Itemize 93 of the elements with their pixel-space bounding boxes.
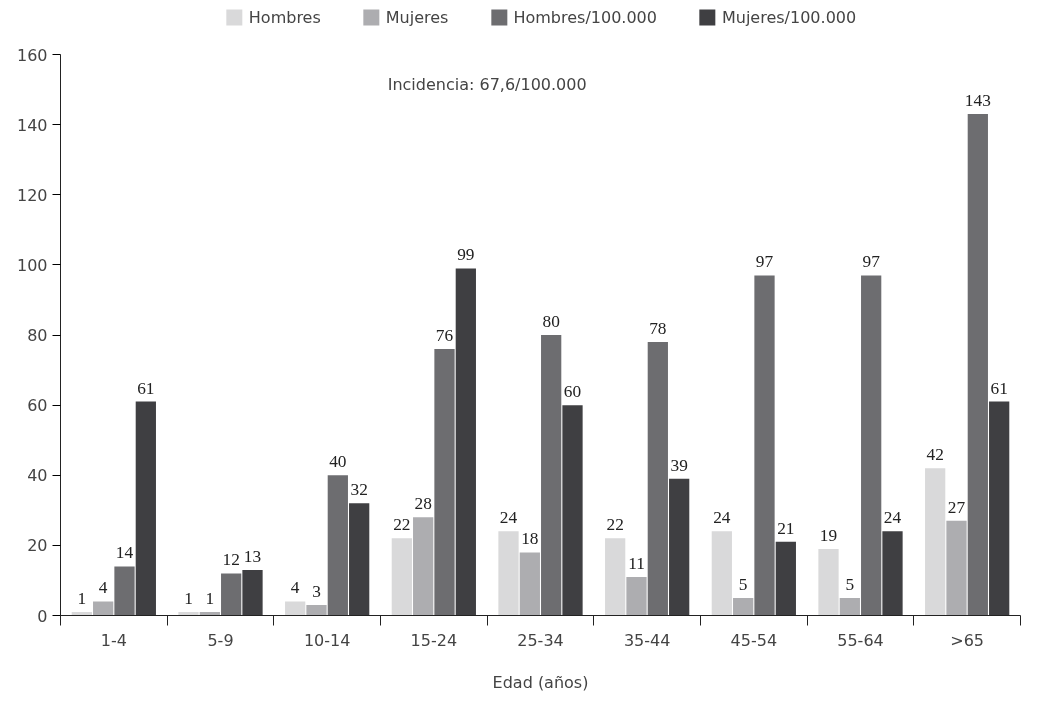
legend-label: Mujeres/100.000 (721, 7, 857, 27)
bar (498, 531, 519, 616)
bar (626, 576, 647, 616)
legend-label: Mujeres (385, 7, 449, 27)
annotation: Incidencia: 67,6/100.000 (387, 74, 587, 94)
bar (114, 566, 135, 616)
bar (135, 401, 156, 616)
data-label: 5 (738, 574, 748, 594)
x-tick-label: 55-64 (837, 630, 884, 650)
data-label: 3 (312, 581, 321, 601)
x-tick-label: 25-34 (517, 630, 564, 650)
bar (967, 114, 988, 616)
bar (818, 548, 839, 616)
y-tick-label: 0 (37, 606, 48, 626)
data-label: 22 (606, 515, 624, 535)
bar (455, 268, 476, 616)
data-label: 80 (542, 312, 560, 331)
y-tick-label: 80 (27, 326, 48, 345)
y-tick-label: 160 (16, 45, 48, 65)
bar (434, 349, 455, 616)
data-label: 4 (98, 578, 108, 598)
bar (989, 401, 1010, 616)
bar (349, 503, 370, 616)
bar (93, 601, 114, 616)
data-label: 13 (243, 546, 262, 566)
bar (242, 569, 263, 616)
y-tick-label: 120 (16, 185, 48, 205)
data-label: 24 (499, 508, 518, 528)
bar (562, 405, 583, 616)
bar (605, 538, 626, 616)
bar (391, 538, 412, 616)
x-tick-label: 15-24 (410, 630, 458, 650)
data-label: 60 (563, 382, 582, 402)
bar (861, 275, 882, 616)
data-label: 24 (713, 508, 731, 528)
data-label: 1 (77, 588, 87, 608)
bar (306, 604, 327, 616)
data-label: 76 (435, 326, 454, 346)
data-label: 61 (990, 378, 1008, 398)
data-label: 1 (205, 588, 215, 608)
data-label: 99 (457, 245, 475, 265)
x-tick-label: 1-4 (100, 630, 127, 650)
bar (285, 601, 306, 616)
data-label: 97 (862, 252, 881, 272)
bar (754, 275, 775, 616)
bar (413, 517, 434, 616)
data-label: 27 (947, 497, 966, 517)
y-tick-label: 100 (16, 255, 48, 275)
bar (711, 531, 732, 616)
data-label: 21 (777, 518, 795, 538)
data-label: 5 (845, 574, 855, 594)
data-label: 24 (883, 508, 902, 528)
bar (925, 468, 946, 616)
bar (882, 531, 903, 616)
bar (733, 597, 754, 616)
bar (946, 520, 967, 616)
bar (839, 597, 860, 616)
x-tick-label: 45-54 (730, 630, 778, 650)
x-tick-label: 5-9 (207, 630, 234, 650)
data-label: 61 (137, 378, 155, 398)
y-tick-label: 40 (27, 466, 48, 486)
y-tick-label: 60 (27, 396, 48, 416)
data-label: 78 (649, 319, 667, 339)
data-label: 22 (393, 515, 411, 535)
data-label: 32 (350, 480, 368, 500)
legend-label: Hombres (248, 7, 321, 27)
data-label: 4 (290, 578, 300, 598)
data-label: 42 (926, 445, 944, 465)
bar (519, 552, 540, 616)
data-label: 19 (819, 525, 838, 545)
x-tick-label: 10-14 (303, 630, 351, 650)
data-label: 12 (222, 550, 240, 570)
data-label: 14 (115, 543, 134, 563)
bar (775, 541, 796, 616)
data-label: 40 (329, 452, 347, 472)
y-tick-label: 140 (16, 115, 48, 135)
data-label: 143 (964, 91, 991, 111)
x-tick-label: 35-44 (623, 630, 671, 650)
data-label: 28 (414, 494, 432, 514)
y-tick-label: 20 (27, 536, 48, 556)
bar (647, 342, 668, 616)
data-label: 39 (670, 455, 688, 475)
data-label: 1 (184, 588, 193, 608)
data-label: 18 (521, 529, 539, 549)
bar (221, 573, 242, 616)
legend-label: Hombres/100.000 (513, 7, 657, 27)
data-label: 11 (628, 553, 645, 573)
data-label: 97 (755, 252, 774, 272)
x-axis-title: Edad (años) (492, 672, 589, 692)
x-tick-label: >65 (950, 630, 985, 650)
bar (541, 335, 562, 616)
bar (669, 478, 690, 616)
bar (327, 475, 348, 616)
